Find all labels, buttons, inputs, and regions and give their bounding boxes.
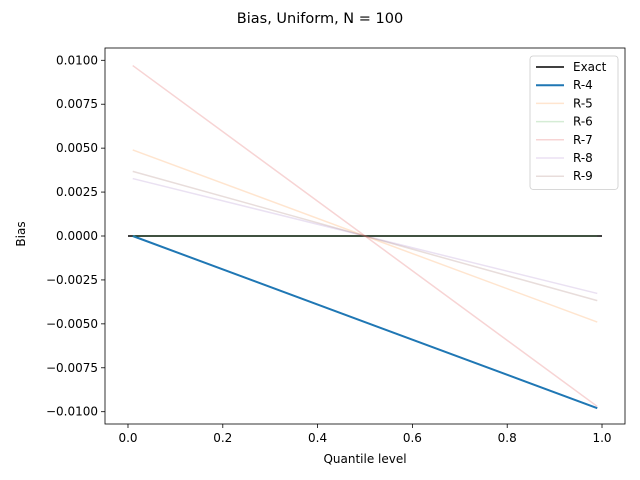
series-line-r-5	[132, 149, 598, 323]
series-line-r-8	[132, 177, 598, 295]
y-tick-label: 0.0025	[56, 185, 98, 199]
legend-label-r-4: R-4	[573, 78, 593, 92]
legend-box	[529, 55, 619, 190]
y-tick-label: −0.0050	[46, 317, 98, 331]
legend-label-r-7: R-7	[573, 133, 593, 147]
legend-label-r-9: R-9	[573, 169, 593, 183]
legend-label-r-6: R-6	[573, 115, 593, 129]
plot-area: 0.0 0.2 0.4 0.6 0.8 1.0 0.0100 0.0075 0.0050 0.00…	[46, 47, 626, 445]
legend-label-r-5: R-5	[573, 96, 593, 110]
x-tick-label: 0.4	[308, 431, 327, 445]
y-axis-label: Bias	[14, 221, 28, 246]
y-tick-label: 0.0075	[56, 97, 98, 111]
x-tick-label: 0.8	[498, 431, 517, 445]
legend-label-r-8: R-8	[573, 151, 593, 165]
y-tick-label: −0.0100	[46, 405, 98, 419]
series-line-r-4	[132, 235, 598, 410]
y-tick-label: 0.0050	[56, 141, 98, 155]
x-axis-label: Quantile level	[323, 452, 406, 466]
x-tick-label: 0.0	[118, 431, 137, 445]
series-line-r-9	[132, 170, 598, 302]
y-tick-label: −0.0075	[46, 361, 98, 375]
y-tick-label: 0.0100	[56, 53, 98, 67]
y-tick-label: 0.0000	[56, 229, 98, 243]
legend: Exact R-4 R-5 R-6 R-7 R-8 R-9	[529, 55, 619, 190]
chart-title: Bias, Uniform, N = 100	[237, 11, 403, 27]
x-tick-label: 0.2	[213, 431, 232, 445]
x-tick-label: 0.6	[403, 431, 422, 445]
series-line-r-7	[132, 64, 598, 408]
legend-label-exact: Exact	[573, 60, 607, 74]
x-tick-label: 1.0	[592, 431, 611, 445]
y-tick-label: −0.0025	[46, 273, 98, 287]
